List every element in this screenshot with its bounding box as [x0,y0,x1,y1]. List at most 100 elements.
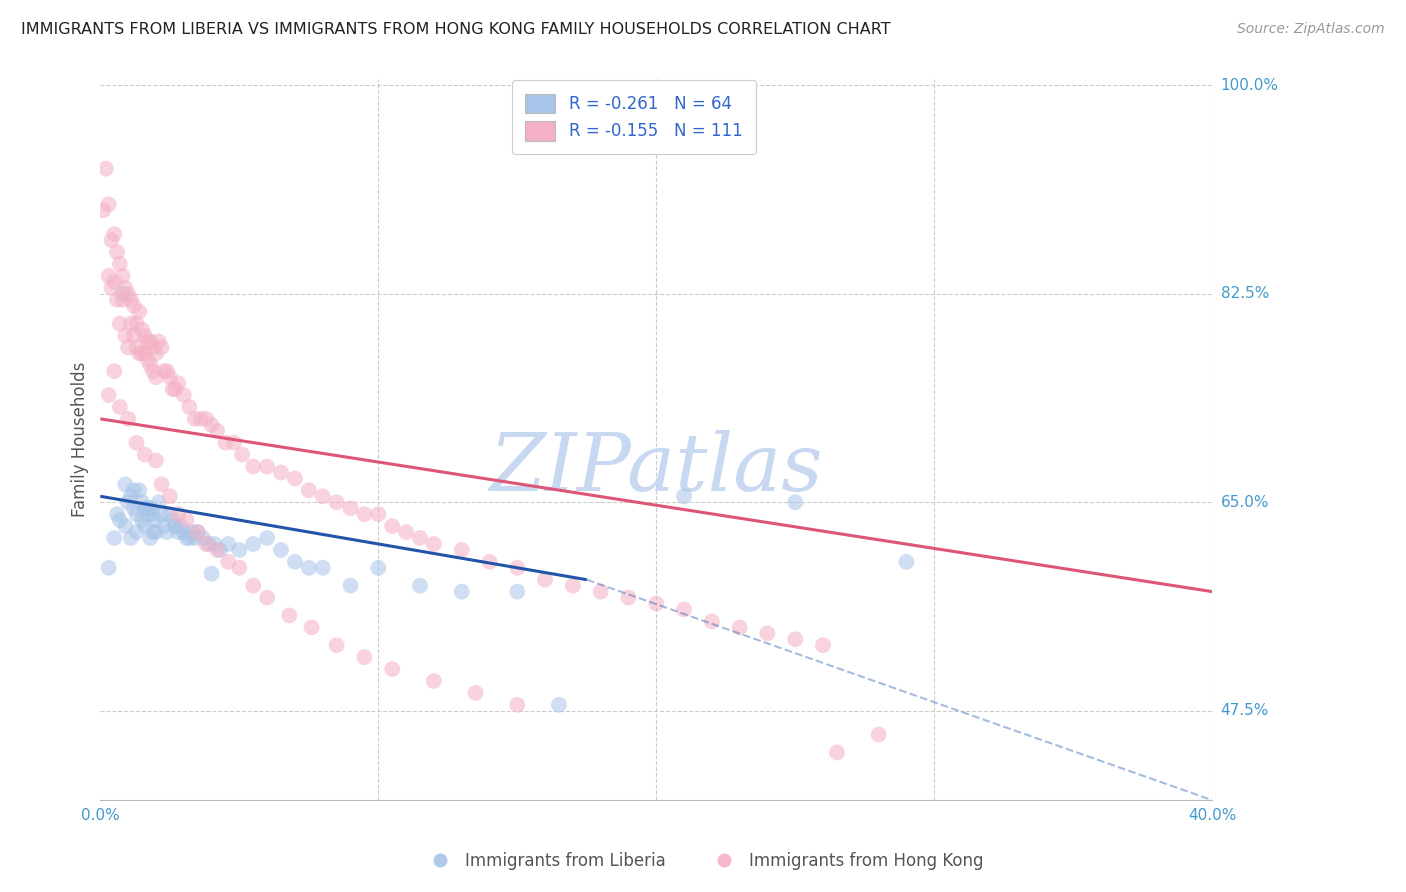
Point [409,579,432,593]
Point [312,489,335,503]
Point [122,501,145,516]
Point [381,519,404,533]
Point [122,328,145,343]
Point [120,531,142,545]
Point [167,507,190,521]
Point [200,566,222,581]
Point [325,638,347,652]
Point [464,686,486,700]
Point [111,286,134,301]
Point [150,507,173,521]
Point [617,591,640,605]
Point [142,507,165,521]
Point [111,293,134,307]
Point [270,466,292,480]
Point [298,561,321,575]
Point [145,524,167,539]
Point [534,573,557,587]
Point [134,501,156,516]
Point [548,698,571,712]
Point [506,584,529,599]
Text: 100.0%: 100.0% [1220,78,1278,93]
Point [167,524,190,539]
Point [131,322,153,336]
Point [139,334,162,349]
Point [159,507,181,521]
Point [208,543,231,558]
Point [117,495,139,509]
Point [325,495,347,509]
Point [91,203,114,218]
Point [120,293,142,307]
Point [423,537,446,551]
Legend: R = -0.261   N = 64, R = -0.155   N = 111: R = -0.261 N = 64, R = -0.155 N = 111 [512,80,756,154]
Point [785,495,807,509]
Point [114,477,136,491]
Point [381,662,404,676]
Point [395,524,418,539]
Point [131,513,153,527]
Point [194,537,217,551]
Point [108,317,131,331]
Point [120,317,142,331]
Point [673,602,696,616]
Point [103,364,125,378]
Point [134,328,156,343]
Point [165,382,187,396]
Point [145,453,167,467]
Point [478,555,501,569]
Text: ZIPatlas: ZIPatlas [489,430,823,508]
Point [367,561,389,575]
Point [162,382,184,396]
Point [176,513,198,527]
Point [256,591,278,605]
Point [159,489,181,503]
Point [184,531,207,545]
Point [105,245,128,260]
Point [162,513,184,527]
Point [167,376,190,390]
Point [450,584,472,599]
Point [122,299,145,313]
Point [117,412,139,426]
Point [409,531,432,545]
Point [134,346,156,360]
Text: 65.0%: 65.0% [1220,495,1270,509]
Point [156,524,179,539]
Point [173,388,195,402]
Point [205,424,228,438]
Point [136,352,159,367]
Text: 47.5%: 47.5% [1220,703,1268,718]
Point [125,435,148,450]
Point [128,346,150,360]
Point [284,471,307,485]
Point [242,537,264,551]
Point [125,317,148,331]
Point [187,524,209,539]
Point [228,543,250,558]
Point [114,281,136,295]
Point [173,524,195,539]
Point [170,519,193,533]
Point [128,483,150,498]
Point [561,579,583,593]
Point [190,412,212,426]
Point [193,531,215,545]
Point [125,340,148,354]
Point [142,524,165,539]
Point [94,161,117,176]
Point [423,673,446,688]
Point [114,328,136,343]
Point [131,346,153,360]
Point [825,746,848,760]
Point [117,340,139,354]
Point [134,519,156,533]
Point [270,543,292,558]
Point [125,524,148,539]
Point [105,507,128,521]
Point [298,483,321,498]
Point [896,555,918,569]
Point [108,513,131,527]
Point [217,555,239,569]
Point [728,620,751,634]
